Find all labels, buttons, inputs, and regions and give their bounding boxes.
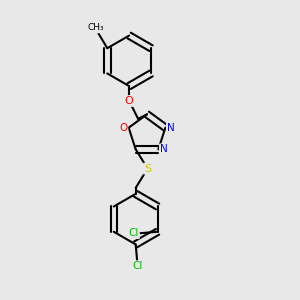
Text: N: N	[160, 144, 168, 154]
Text: CH₃: CH₃	[88, 23, 104, 32]
Text: S: S	[144, 164, 151, 174]
Text: O: O	[119, 123, 128, 133]
Text: N: N	[167, 123, 175, 133]
Text: Cl: Cl	[129, 228, 139, 238]
Text: O: O	[125, 96, 134, 106]
Text: Cl: Cl	[132, 261, 142, 271]
